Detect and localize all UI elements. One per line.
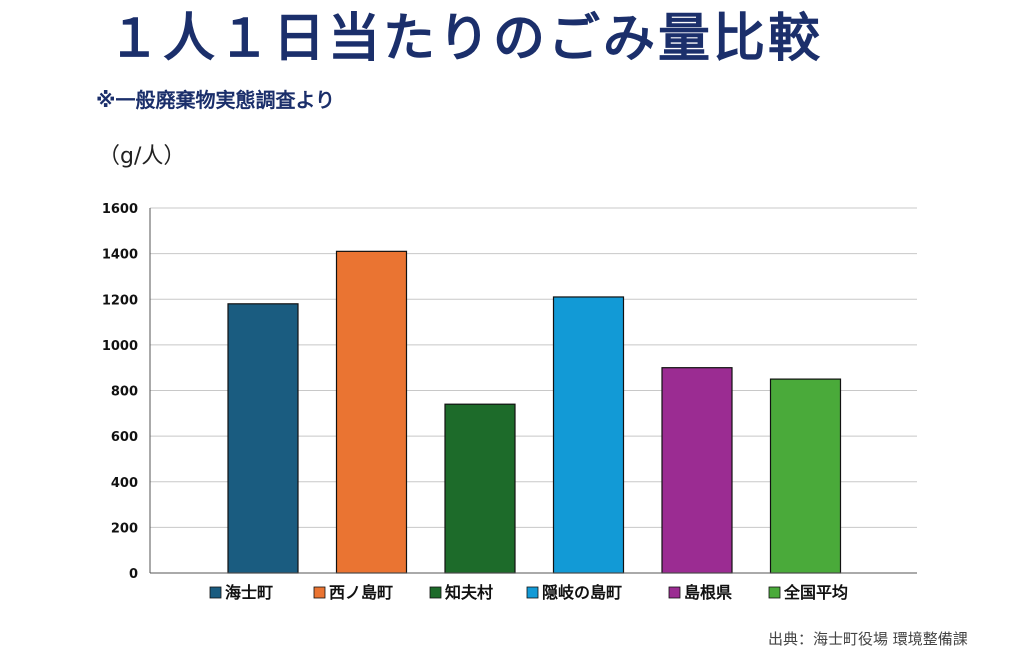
bar-6	[769, 378, 842, 574]
y-axis-unit-label: （g/人）	[98, 144, 186, 169]
legend-swatch	[209, 586, 222, 599]
y-tick-label: 600	[111, 430, 138, 445]
legend-label: 西ノ島町	[329, 583, 393, 602]
y-tick-label: 1200	[102, 293, 138, 308]
source-credit: 出典：海士町役場 環境整備課	[768, 630, 968, 648]
y-tick-label: 1000	[102, 339, 138, 354]
axes	[149, 208, 917, 574]
legend-swatch	[313, 586, 326, 599]
bar-2	[335, 250, 408, 574]
y-axis-ticks: 0 200 400 600 800 1000 1200 1400 1600	[102, 202, 138, 582]
legend-swatch	[668, 586, 681, 599]
bar-3	[444, 403, 516, 574]
y-tick-label: 1600	[102, 202, 138, 217]
bars	[227, 250, 842, 574]
legend-label: 知夫村	[445, 583, 493, 602]
legend-label: 隠岐の島町	[542, 583, 622, 602]
legend-swatch	[768, 586, 781, 599]
legend-swatch	[429, 586, 442, 599]
legend-label: 海士町	[225, 583, 273, 602]
bar-5	[661, 367, 733, 574]
legend-label: 島根県	[684, 583, 732, 602]
bar-4	[552, 296, 625, 574]
y-tick-label: 0	[129, 567, 138, 582]
y-tick-label: 200	[111, 521, 138, 536]
chart-subtitle: ※一般廃棄物実態調査より	[96, 88, 336, 112]
chart-title: １人１日当たりのごみ量比較	[108, 9, 824, 69]
y-tick-label: 800	[111, 385, 138, 400]
legend: 海士町 西ノ島町 知夫村 隠岐の島町 島根県 全国平均	[209, 583, 848, 602]
legend-label: 全国平均	[783, 583, 848, 602]
y-tick-label: 1400	[102, 248, 138, 263]
legend-swatch	[526, 586, 539, 599]
y-tick-label: 400	[111, 476, 138, 491]
bar-1	[227, 303, 299, 574]
